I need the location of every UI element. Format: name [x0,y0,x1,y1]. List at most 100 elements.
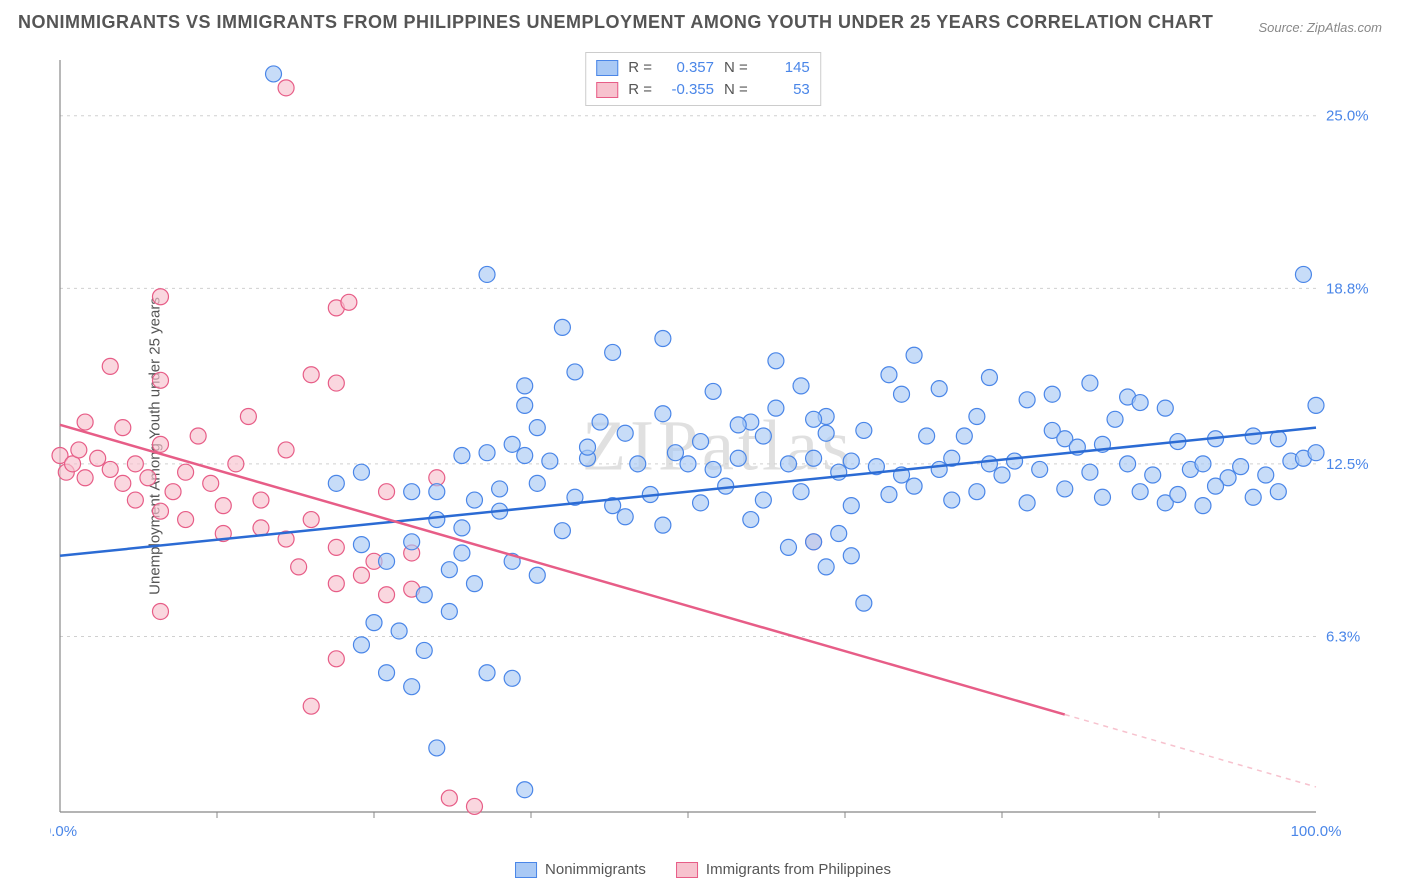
data-point [379,587,395,603]
data-point [328,651,344,667]
data-point [1245,428,1261,444]
data-point [303,512,319,528]
data-point [404,484,420,500]
data-point [806,534,822,550]
data-point [517,378,533,394]
data-point [1295,266,1311,282]
data-point [77,414,93,430]
data-point [730,450,746,466]
data-point [429,512,445,528]
data-point [567,364,583,380]
data-point [693,495,709,511]
data-point [655,331,671,347]
r-label: R = [628,57,652,79]
data-point [554,523,570,539]
data-point [542,453,558,469]
legend-item: Nonimmigrants [515,861,646,878]
data-point [152,503,168,519]
data-point [630,456,646,472]
data-point [1082,464,1098,480]
data-point [441,603,457,619]
data-point [178,464,194,480]
r-value: -0.355 [662,79,714,101]
data-point [366,615,382,631]
data-point [1132,484,1148,500]
data-point [743,512,759,528]
data-point [1120,456,1136,472]
series-legend: Nonimmigrants Immigrants from Philippines [515,861,891,878]
data-point [605,344,621,360]
data-point [203,475,219,491]
data-point [1208,478,1224,494]
data-point [454,545,470,561]
data-point [818,425,834,441]
data-point [416,587,432,603]
data-point [479,266,495,282]
data-point [253,492,269,508]
data-point [1044,386,1060,402]
svg-text:0.0%: 0.0% [50,823,77,840]
data-point [303,698,319,714]
data-point [479,445,495,461]
data-point [1195,498,1211,514]
data-point [969,409,985,425]
data-point [1019,495,1035,511]
data-point [705,383,721,399]
data-point [592,414,608,430]
data-point [1007,453,1023,469]
data-point [793,484,809,500]
data-point [931,461,947,477]
legend-row: R =0.357N =145 [596,57,810,79]
data-point [71,442,87,458]
data-point [906,347,922,363]
data-point [1145,467,1161,483]
data-point [981,370,997,386]
data-point [831,525,847,541]
data-point [353,637,369,653]
data-point [956,428,972,444]
data-point [152,289,168,305]
data-point [843,548,859,564]
r-label: R = [628,79,652,101]
data-point [278,442,294,458]
data-point [441,790,457,806]
data-point [102,461,118,477]
data-point [379,484,395,500]
data-point [404,534,420,550]
scatter-plot-svg: 6.3%12.5%18.8%25.0%0.0%100.0% [50,50,1386,842]
data-point [441,562,457,578]
data-point [881,367,897,383]
data-point [617,425,633,441]
data-point [152,603,168,619]
legend-item: Immigrants from Philippines [676,861,891,878]
data-point [693,434,709,450]
data-point [780,539,796,555]
legend-swatch [515,862,537,878]
data-point [969,484,985,500]
data-point [102,358,118,374]
data-point [931,381,947,397]
data-point [152,436,168,452]
data-point [1233,459,1249,475]
data-point [1094,489,1110,505]
legend-swatch [596,60,618,76]
data-point [190,428,206,444]
data-point [894,386,910,402]
data-point [228,456,244,472]
data-point [705,461,721,477]
data-point [454,447,470,463]
data-point [856,422,872,438]
data-point [90,450,106,466]
chart-title: NONIMMIGRANTS VS IMMIGRANTS FROM PHILIPP… [18,12,1213,33]
data-point [1107,411,1123,427]
data-point [856,595,872,611]
trend-line [60,428,1316,556]
svg-text:6.3%: 6.3% [1326,629,1360,646]
data-point [391,623,407,639]
data-point [303,367,319,383]
data-point [755,428,771,444]
data-point [1245,489,1261,505]
data-point [981,456,997,472]
data-point [140,470,156,486]
data-point [328,475,344,491]
